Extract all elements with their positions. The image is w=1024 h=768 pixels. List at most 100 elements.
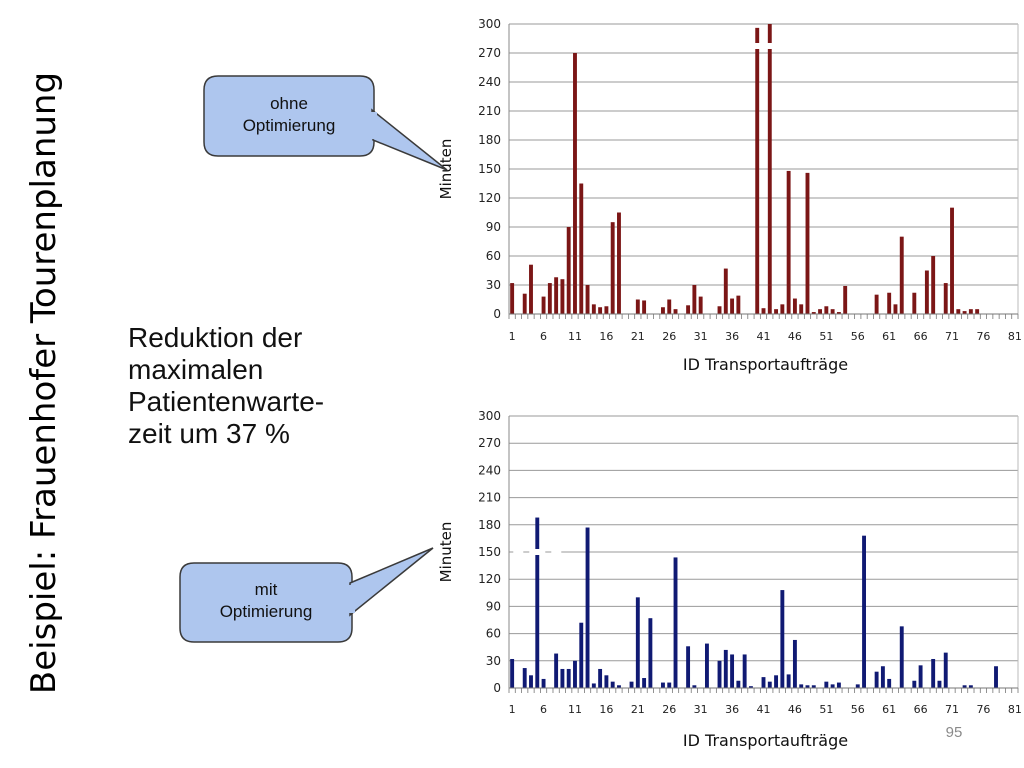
- y-tick-label: 300: [478, 17, 501, 31]
- bar: [761, 677, 766, 688]
- bar: [799, 684, 804, 688]
- bar: [811, 685, 816, 688]
- bar: [591, 683, 596, 688]
- x-tick-label: 71: [945, 330, 959, 343]
- bar: [880, 666, 885, 688]
- callout-bottom-line-2: Optimierung: [219, 602, 313, 621]
- callout-bottom-line-1: mit: [254, 580, 278, 599]
- reduction-statement: Reduktion der maximalen Patientenwarte- …: [128, 322, 408, 450]
- callout-label-bottom: mit Optimierung: [180, 579, 352, 623]
- y-tick-label: 0: [493, 681, 501, 695]
- bar: [774, 309, 779, 314]
- bar: [968, 685, 973, 688]
- bar: [522, 668, 527, 688]
- x-tick-label: 6: [540, 703, 547, 716]
- bar: [573, 53, 577, 314]
- x-tick-label: 11: [568, 330, 582, 343]
- x-tick-label: 71: [945, 703, 959, 716]
- bar: [617, 685, 621, 688]
- bar: [968, 309, 973, 314]
- bar: [566, 668, 571, 688]
- bar: [874, 671, 879, 688]
- y-tick-label: 90: [486, 599, 501, 613]
- bar: [560, 668, 565, 688]
- bar: [560, 279, 565, 314]
- bar: [805, 172, 810, 314]
- bar: [975, 309, 980, 314]
- bar: [642, 678, 647, 688]
- y-tick-label: 270: [478, 46, 501, 60]
- bar: [736, 680, 741, 688]
- y-tick-label: 0: [493, 307, 501, 321]
- bar: [824, 681, 829, 688]
- x-tick-label: 31: [694, 703, 708, 716]
- x-tick-label: 66: [914, 330, 928, 343]
- bar: [723, 649, 728, 688]
- x-tick-label: 61: [882, 330, 896, 343]
- y-tick-label: 90: [486, 220, 501, 234]
- bar: [774, 675, 779, 688]
- reduction-line-4: zeit um 37 %: [128, 418, 290, 449]
- bar: [629, 681, 634, 688]
- bar: [698, 296, 703, 314]
- bar: [554, 653, 559, 688]
- x-tick-label: 81: [1008, 703, 1022, 716]
- bar: [994, 666, 998, 688]
- bar: [937, 680, 942, 688]
- bar: [529, 264, 533, 314]
- x-tick-label: 26: [662, 330, 676, 343]
- bar: [635, 597, 640, 688]
- bar: [510, 283, 515, 314]
- bar: [836, 682, 841, 688]
- bar: [717, 306, 722, 314]
- bar-break-mark: [749, 43, 766, 49]
- bar: [661, 307, 665, 314]
- bar: [786, 674, 791, 688]
- bar: [541, 296, 546, 314]
- bar: [667, 682, 672, 688]
- bar: [598, 307, 603, 314]
- x-tick-label: 31: [694, 330, 708, 343]
- bar: [899, 236, 904, 314]
- bar: [830, 309, 835, 314]
- x-tick-label: 6: [540, 330, 547, 343]
- bar: [887, 678, 892, 688]
- bar: [585, 527, 590, 688]
- y-tick-label: 60: [486, 627, 501, 641]
- x-tick-label: 1: [509, 703, 516, 716]
- bar: [943, 283, 948, 314]
- x-tick-label: 46: [788, 330, 802, 343]
- y-tick-label: 210: [478, 104, 501, 118]
- page-number: 95: [945, 724, 963, 741]
- bar: [604, 306, 609, 314]
- bar: [824, 306, 829, 314]
- y-tick-label: 240: [478, 75, 501, 89]
- x-tick-label: 16: [599, 703, 613, 716]
- y-tick-label: 120: [478, 572, 501, 586]
- reduction-line-1: Reduktion der: [128, 322, 303, 353]
- x-tick-label: 76: [976, 703, 990, 716]
- bar: [887, 292, 892, 314]
- x-tick-label: 66: [914, 703, 928, 716]
- bar: [723, 268, 728, 314]
- bar: [956, 309, 961, 314]
- bar: [767, 24, 772, 314]
- bar: [736, 295, 741, 314]
- bar: [717, 660, 722, 688]
- bar: [635, 299, 640, 314]
- bar: [585, 285, 590, 314]
- bar: [704, 643, 709, 688]
- y-tick-label: 30: [486, 654, 501, 668]
- x-tick-label: 56: [851, 703, 865, 716]
- bar: [792, 298, 797, 314]
- bar: [767, 681, 772, 688]
- bar: [786, 170, 791, 314]
- x-axis-title: ID Transportaufträge: [683, 731, 848, 750]
- bar: [510, 658, 515, 688]
- bar: [862, 535, 866, 688]
- bar: [642, 300, 647, 314]
- bar: [962, 311, 967, 314]
- x-axis-title: ID Transportaufträge: [683, 355, 848, 374]
